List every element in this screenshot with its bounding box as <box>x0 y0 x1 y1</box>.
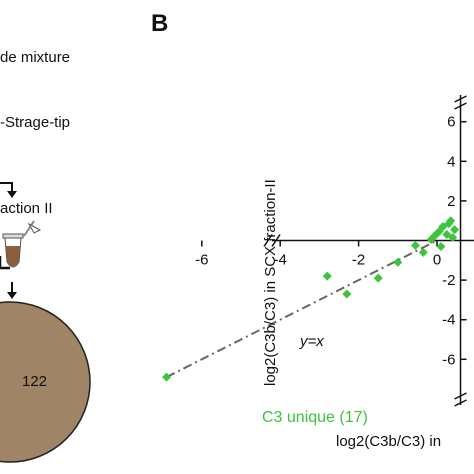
data-point <box>322 271 332 281</box>
y-tick-label: -6 <box>442 351 455 368</box>
y-tick-label: -2 <box>442 272 455 289</box>
y-axis-break-top <box>454 95 467 103</box>
identity-line <box>166 239 438 379</box>
venn-count: 122 <box>22 373 47 390</box>
y-tick-label: 4 <box>447 153 455 170</box>
y-axis-break-bottom <box>454 399 467 407</box>
data-point <box>410 240 420 250</box>
data-point <box>450 225 460 235</box>
venn-circle <box>0 301 91 463</box>
data-point <box>448 233 458 243</box>
y-axis-break-top <box>454 102 467 110</box>
x-tick-label: -6 <box>195 252 208 269</box>
data-point <box>342 289 352 299</box>
identity-line-label: y=x <box>299 333 324 350</box>
x-axis-break <box>271 234 281 247</box>
x-axis-break <box>263 234 273 247</box>
flow-arrow-bottom-head <box>7 292 17 299</box>
panel-b-letter: B <box>151 10 168 37</box>
protocol-step-mixture: de mixture <box>0 49 71 66</box>
data-point <box>418 247 428 257</box>
left-panel-graphics: 122 <box>0 182 91 463</box>
data-point <box>162 372 172 382</box>
y-tick-label: 6 <box>447 114 455 131</box>
data-point <box>393 257 403 267</box>
identity-line-path <box>166 239 438 379</box>
flow-arrow-top <box>0 182 13 193</box>
y-axis-break-bottom <box>454 392 467 400</box>
data-point <box>430 231 440 241</box>
x-axis-label: log2(C3b/C3) in <box>336 433 441 450</box>
data-point <box>373 273 383 283</box>
y-tick-label: 2 <box>447 193 455 210</box>
x-tick-label: -2 <box>352 252 365 269</box>
flow-bracket <box>0 256 10 270</box>
protocol-step-stagetip: -Strage-tip <box>0 114 71 131</box>
data-point <box>446 216 456 226</box>
y-axis-label: log2(C3b/C3) in SCX fraction-II <box>262 179 279 386</box>
tube-icon <box>2 220 42 268</box>
chart-axes <box>263 95 474 407</box>
x-tick-label: 0 <box>433 252 441 269</box>
legend-c3-unique: C3 unique (17) <box>262 409 368 426</box>
y-tick-label: -4 <box>442 312 455 329</box>
x-tick-label: -4 <box>274 252 287 269</box>
data-points <box>162 216 460 382</box>
data-point <box>436 241 446 251</box>
flow-arrow-top-head <box>7 191 17 198</box>
fraction-label: action II <box>0 200 53 217</box>
